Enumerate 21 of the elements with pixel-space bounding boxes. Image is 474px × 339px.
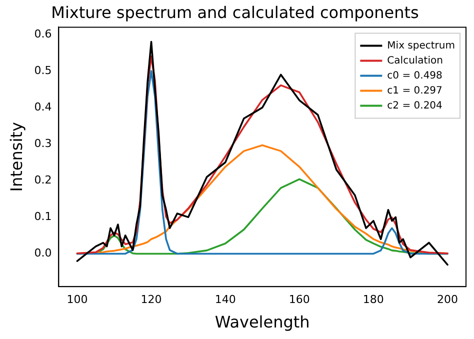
y-tick-label: 0.3 (34, 136, 52, 150)
y-tick-label: 0.1 (34, 210, 52, 224)
y-tick-label: 0.5 (34, 64, 52, 77)
x-tick-label: 160 (288, 293, 310, 306)
legend-label: Mix spectrum (387, 40, 456, 52)
y-tick-label: 0.2 (34, 174, 52, 187)
y-axis-title: Intensity (6, 122, 26, 192)
y-tick-label: 0.0 (34, 246, 52, 260)
x-tick-label: 180 (362, 293, 384, 306)
y-tick-label: 0.4 (34, 100, 52, 114)
x-tick-label: 200 (436, 293, 458, 306)
chart-title: Mixture spectrum and calculated components (51, 2, 419, 22)
legend-label: c0 = 0.498 (387, 70, 442, 82)
y-tick-label: 0.6 (34, 27, 52, 40)
x-tick-label: 120 (140, 293, 162, 306)
legend-label: Calculation (387, 55, 443, 66)
x-axis-title: Wavelength (214, 312, 310, 332)
legend-label: c2 = 0.204 (387, 100, 442, 112)
x-tick-label: 100 (66, 293, 88, 306)
x-tick-label: 140 (214, 293, 236, 306)
legend-label: c1 = 0.297 (387, 85, 442, 96)
